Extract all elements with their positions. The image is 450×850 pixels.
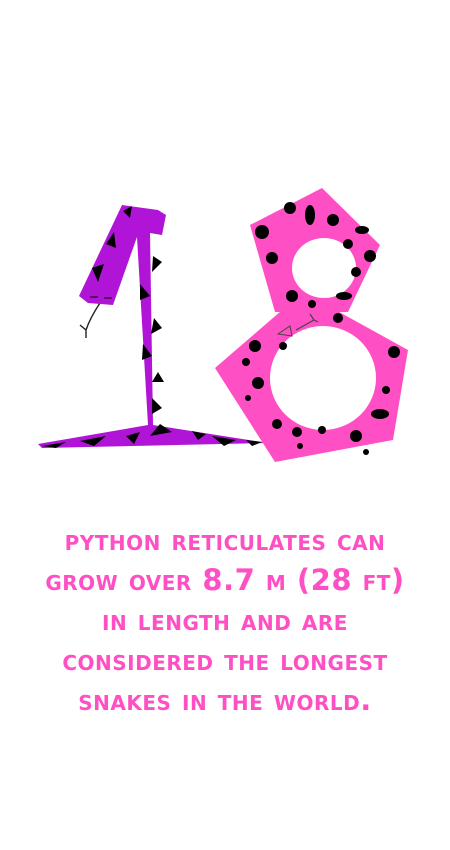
- caption-line: SNAKES IN THE WORLD.: [10, 680, 440, 720]
- caption-line: IN LENGTH AND ARE: [10, 600, 440, 640]
- snake-digit-eight: [215, 188, 408, 462]
- snake-digit-one: [38, 205, 268, 448]
- caption-line: PYTHON RETICULATES CAN: [10, 520, 440, 560]
- caption-line: CONSIDERED THE LONGEST: [10, 640, 440, 680]
- caption-line: GROW OVER 8.7 M (28 FT): [10, 560, 440, 600]
- snake-number-18-illustration: [0, 0, 450, 500]
- snake-tongue-icon: [80, 303, 100, 338]
- fact-caption: PYTHON RETICULATES CAN GROW OVER 8.7 M (…: [10, 520, 440, 720]
